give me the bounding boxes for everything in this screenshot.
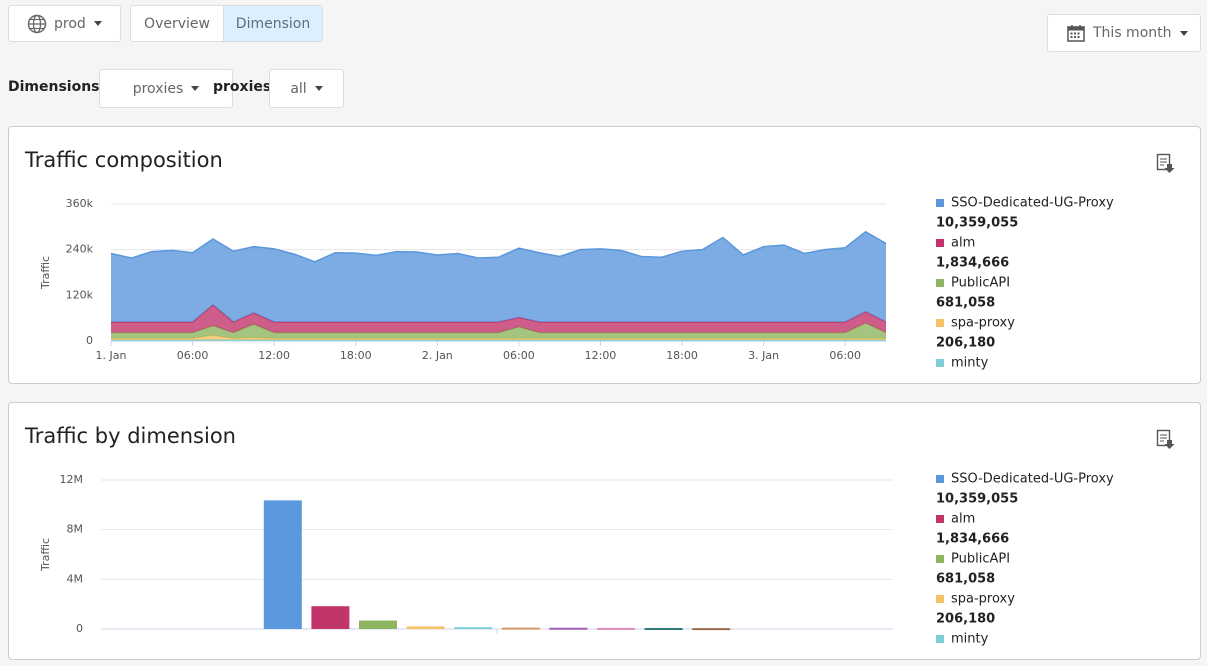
area-fill: [111, 304, 886, 333]
legend-label: PublicAPI: [951, 552, 1010, 567]
legend-swatch: [936, 555, 944, 563]
chart-title: Traffic by dimension: [24, 424, 236, 448]
tab-group: Overview Dimension: [130, 5, 323, 42]
legend-total: 681,058: [936, 296, 995, 311]
y-axis-title: Traffic: [39, 538, 52, 572]
x-tick-label: 06:00: [177, 349, 209, 362]
legend-label: spa-proxy: [951, 316, 1015, 331]
chart: Traffic by dimension 0 4M 8M 12M Traffic SSO-…: [24, 424, 1175, 647]
x-tick-label: 06:00: [503, 349, 535, 362]
dimension-select[interactable]: proxies: [99, 69, 233, 108]
y-tick-label: 240k: [66, 243, 94, 256]
value-select-value: all: [290, 80, 307, 97]
chart: Traffic composition 0 120k 240k 360k Traffic…: [24, 148, 1175, 371]
environment-label: prod: [54, 15, 86, 32]
legend-swatch: [936, 199, 944, 207]
y-axis-title: Traffic: [39, 256, 52, 290]
y-tick-label: 8M: [67, 523, 84, 536]
globe-icon: [27, 14, 47, 33]
series-line: [110, 230, 887, 263]
y-tick-label: 0: [76, 622, 83, 635]
dimension-value: proxies: [132, 80, 184, 97]
legend-swatch: [936, 515, 944, 523]
legend-total: 206,180: [936, 612, 995, 627]
legend-swatch: [936, 319, 944, 327]
legend-label: alm: [951, 512, 975, 527]
panel: Traffic composition 0 120k 240k 360k Traffic…: [8, 126, 1201, 384]
x-tick-label: 2. Jan: [422, 349, 453, 362]
x-tick-label: 12:00: [585, 349, 617, 362]
calendar-icon: [1067, 25, 1085, 42]
legend-total: 10,359,055: [936, 216, 1018, 231]
date-range-select[interactable]: This month: [1047, 14, 1201, 52]
bar: [311, 606, 350, 629]
legend-swatch: [936, 595, 944, 603]
legend-label: spa-proxy: [951, 592, 1015, 607]
y-tick-label: 360k: [66, 197, 94, 210]
legend-label: minty: [951, 356, 989, 371]
chart-title: Traffic composition: [24, 148, 223, 172]
value-filter-label: proxies: [213, 79, 272, 95]
legend-total: 206,180: [936, 336, 995, 351]
environment-select[interactable]: prod: [8, 5, 121, 42]
y-tick-label: 120k: [66, 288, 94, 301]
tab-active[interactable]: Dimension: [224, 6, 322, 41]
y-tick-label: 4M: [67, 572, 84, 585]
filter-label: Dimensions: [8, 79, 100, 95]
bar: [597, 627, 635, 630]
bar: [406, 626, 445, 629]
legend-total: 681,058: [936, 572, 995, 587]
export-icon[interactable]: [1156, 429, 1175, 450]
panel: Traffic by dimension 0 4M 8M 12M Traffic SSO-…: [8, 402, 1201, 660]
x-tick-label: 18:00: [340, 349, 372, 362]
legend-total: 1,834,666: [936, 532, 1009, 547]
legend-label: SSO-Dedicated-UG-Proxy: [951, 196, 1114, 211]
y-tick-label: 0: [86, 334, 93, 347]
date-range-label: This month: [1093, 25, 1172, 41]
export-icon[interactable]: [1156, 153, 1175, 174]
bar: [644, 628, 683, 631]
x-tick-label: 3. Jan: [748, 349, 779, 362]
value-select[interactable]: all: [269, 69, 344, 108]
legend-swatch: [936, 279, 944, 287]
legend-swatch: [936, 239, 944, 247]
tab[interactable]: Overview: [131, 6, 225, 41]
legend-label: PublicAPI: [951, 276, 1010, 291]
legend-total: 10,359,055: [936, 492, 1018, 507]
x-tick-label: 12:00: [258, 349, 290, 362]
bar: [263, 500, 302, 629]
bar: [549, 627, 588, 630]
x-tick-label: 1. Jan: [96, 349, 127, 362]
legend-total: 1,834,666: [936, 256, 1009, 271]
area-fill: [111, 323, 886, 339]
bar: [359, 620, 397, 629]
series-line: [111, 322, 887, 334]
y-tick-label: 12M: [60, 473, 84, 486]
x-tick-label: 06:00: [829, 349, 861, 362]
legend-swatch: [936, 475, 944, 483]
legend-swatch: [936, 359, 944, 367]
bar: [454, 627, 493, 630]
legend-swatch: [936, 635, 944, 643]
legend-label: minty: [951, 632, 989, 647]
bar: [501, 627, 540, 630]
legend-label: SSO-Dedicated-UG-Proxy: [951, 472, 1114, 487]
x-tick-label: 18:00: [666, 349, 698, 362]
bar: [692, 628, 731, 631]
area-fill: [111, 231, 886, 322]
legend-label: alm: [951, 236, 975, 251]
